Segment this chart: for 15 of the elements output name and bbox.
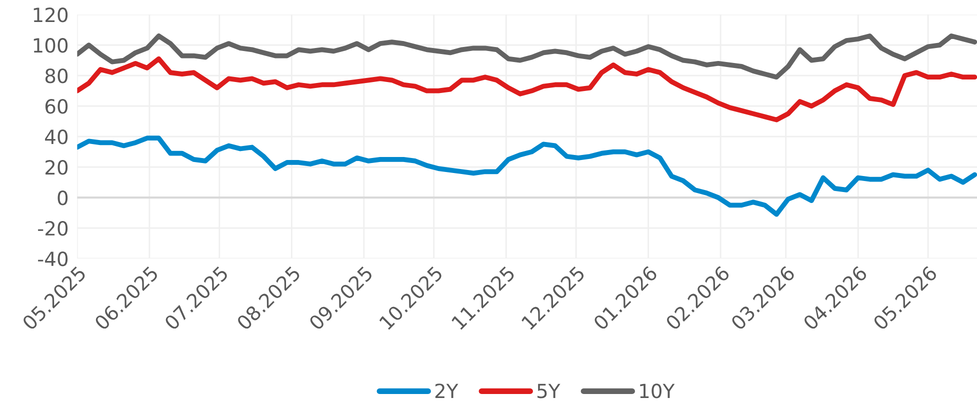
y-tick-label: 20 — [46, 160, 68, 175]
line-series — [77, 56, 977, 122]
legend-label: 10Y — [640, 384, 675, 398]
y-tick-label: 100 — [34, 38, 68, 53]
y-tick-label: -20 — [38, 221, 68, 236]
y-tick-label: -40 — [38, 251, 68, 266]
y-tick-label: 40 — [45, 130, 68, 144]
y-tick-label: 120 — [34, 8, 68, 22]
line-series — [77, 34, 977, 80]
y-tick-label: 0 — [58, 190, 68, 206]
legend-label: 2Y — [435, 384, 458, 398]
y-tick-label: 80 — [45, 68, 68, 84]
y-tick-label: 60 — [45, 99, 68, 114]
line-series — [77, 136, 977, 217]
legend-label: 5Y — [538, 384, 560, 398]
